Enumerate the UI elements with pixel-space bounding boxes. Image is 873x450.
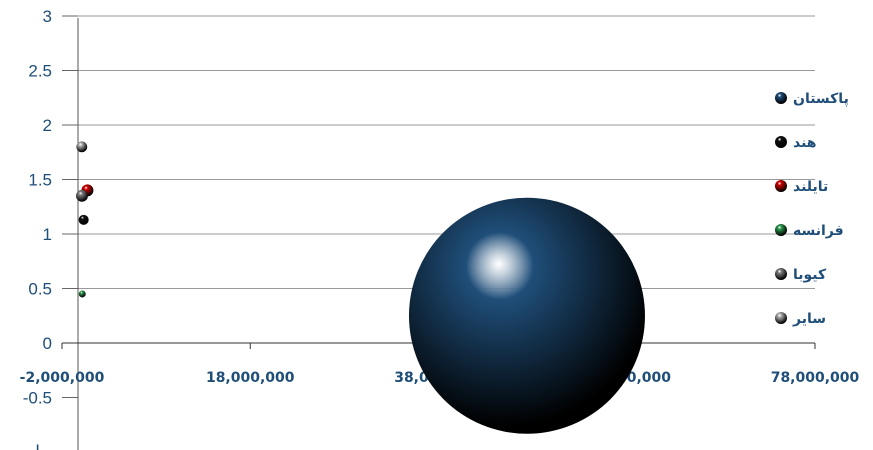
bubble-1 (408, 197, 645, 434)
legend-marker (775, 268, 787, 280)
bubble-2 (78, 214, 89, 225)
grid-lines (62, 15, 815, 344)
legend-marker (775, 312, 787, 324)
legend-label: فرانسه (793, 223, 844, 239)
bubble-4 (78, 290, 86, 298)
y-tick-label: 3 (43, 7, 52, 26)
legend-marker (775, 92, 787, 104)
x-tick-label: -2,000,000 (20, 370, 105, 386)
bubble-5 (76, 189, 88, 202)
legend-label: هند (793, 135, 817, 151)
bubbles (76, 141, 645, 434)
y-tick-label: 1.5 (28, 171, 52, 190)
y-tick-label: 0.5 (28, 280, 52, 299)
legend-label: تایلند (793, 179, 828, 195)
legend-marker (775, 136, 787, 148)
y-tick-label: -0.5 (23, 389, 52, 408)
legend-marker (775, 224, 787, 236)
legend-label: پاکستان (793, 91, 849, 107)
legend-marker (775, 180, 787, 192)
legend: پاکستان هند تایلند فرانسه کیوبا سایر (775, 91, 849, 327)
legend-label: کیوبا (793, 267, 827, 283)
x-tick-label: 78,000,000 (771, 370, 860, 386)
y-tick-label-bottom: I (35, 441, 40, 450)
x-tick-label: 18,000,000 (206, 370, 295, 386)
y-tick-label: 2 (43, 116, 52, 135)
bubble-6 (76, 141, 88, 153)
y-tick-label: 1 (43, 225, 52, 244)
y-tick-label: 2.5 (28, 62, 52, 81)
y-tick-label: 0 (43, 334, 52, 353)
legend-label: سایر (792, 311, 826, 327)
y-axis-ticks: -0.5 0 0.5 1 1.5 2 2.5 3 I (23, 7, 52, 450)
